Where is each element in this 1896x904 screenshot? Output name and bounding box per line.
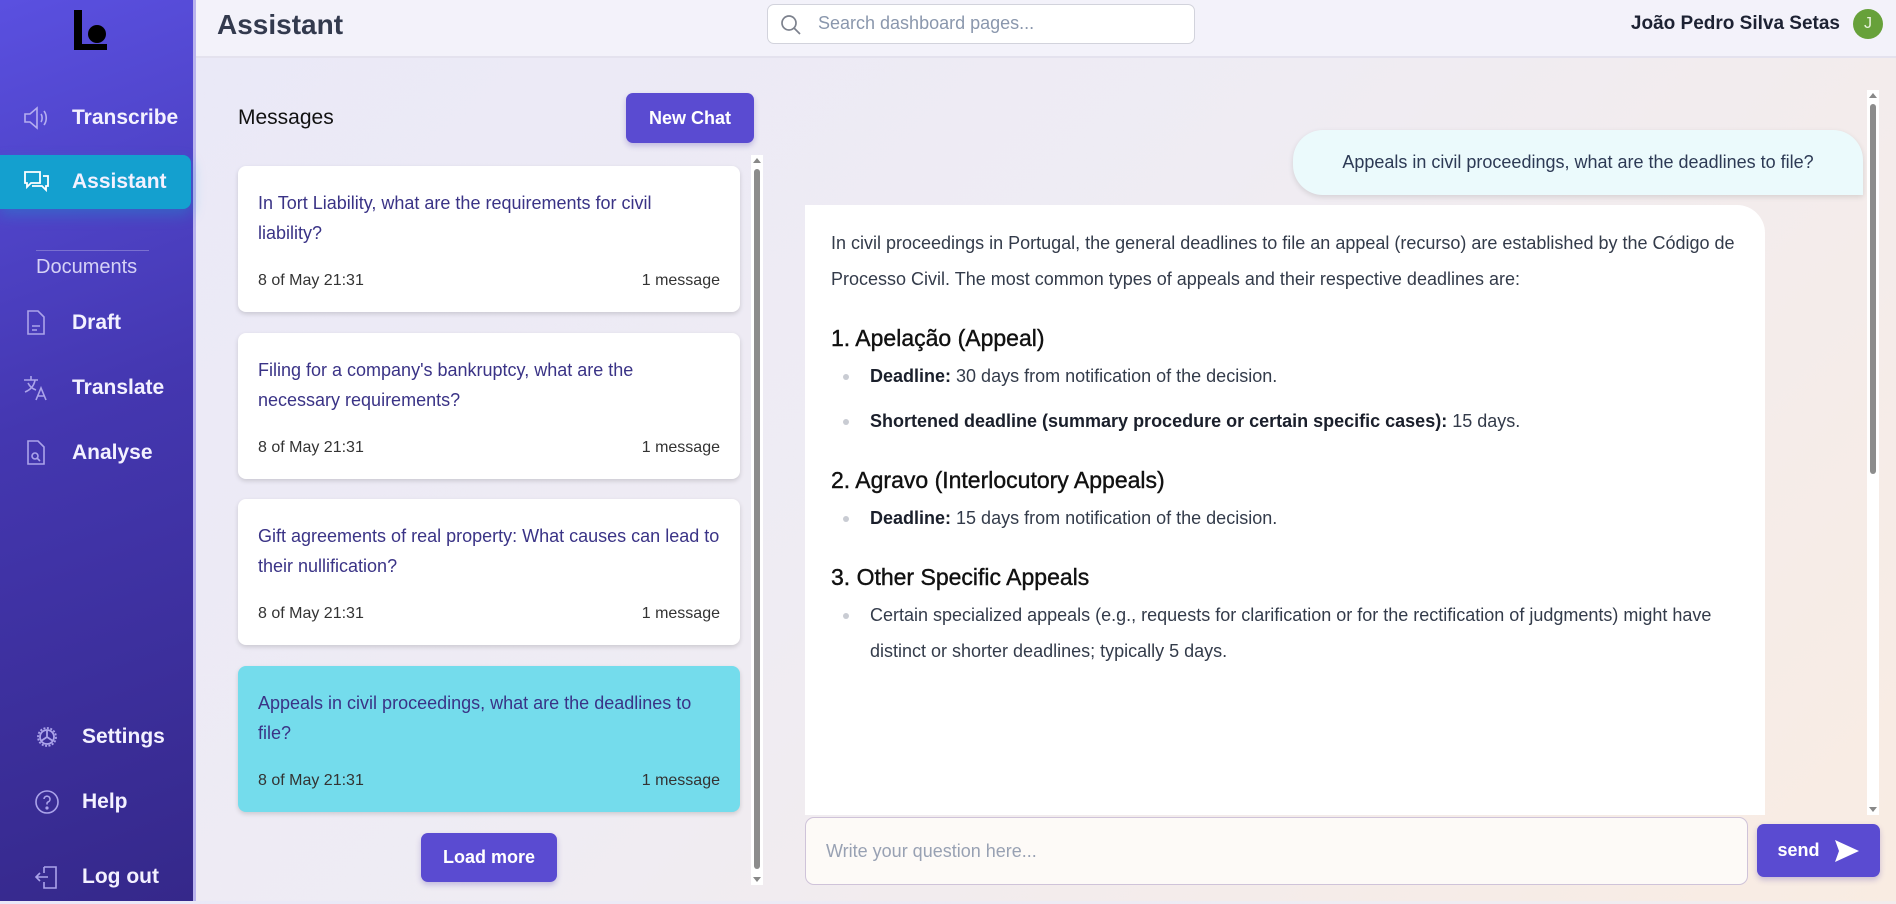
scrollbar-thumb[interactable] bbox=[754, 169, 760, 869]
send-icon bbox=[1834, 839, 1859, 862]
answer-intro: In civil proceedings in Portugal, the ge… bbox=[831, 233, 1735, 289]
answer-list: Deadline: 30 days from notification of t… bbox=[831, 358, 1739, 439]
send-label: send bbox=[1777, 840, 1820, 860]
sidebar-item-label: Translate bbox=[72, 376, 165, 399]
conversation-card[interactable]: Gift agreements of real property: What c… bbox=[238, 499, 740, 645]
send-button[interactable]: send bbox=[1757, 824, 1880, 877]
conversation-count: 1 message bbox=[641, 439, 720, 456]
bullet-label: Shortened deadline (summary procedure or… bbox=[870, 411, 1448, 431]
sidebar-item-help[interactable]: Help bbox=[0, 775, 191, 829]
conversation-question: Appeals in civil proceedings, what are t… bbox=[258, 693, 692, 743]
answer-bullet: Deadline: 30 days from notification of t… bbox=[843, 358, 1739, 394]
conversation-question: In Tort Liability, what are the requirem… bbox=[258, 193, 652, 243]
question-input[interactable] bbox=[805, 817, 1748, 885]
app-logo[interactable] bbox=[74, 10, 110, 52]
translate-icon bbox=[22, 374, 50, 402]
sidebar-item-label: Log out bbox=[82, 865, 159, 888]
sidebar-item-logout[interactable]: Log out bbox=[0, 850, 191, 904]
help-circle-icon bbox=[33, 788, 61, 816]
top-header: Assistant João Pedro Silva Setas J bbox=[196, 0, 1896, 58]
conversation-card[interactable]: Filing for a company's bankruptcy, what … bbox=[238, 333, 740, 479]
scrollbar-thumb[interactable] bbox=[1870, 104, 1876, 474]
chat-scrollbar[interactable] bbox=[1867, 90, 1879, 815]
sidebar-item-transcribe[interactable]: Transcribe bbox=[0, 91, 191, 145]
conversation-date: 8 of May 21:31 bbox=[258, 605, 364, 622]
conversation-count: 1 message bbox=[641, 272, 720, 289]
conversation-count: 1 message bbox=[641, 772, 720, 789]
sidebar-divider bbox=[36, 250, 149, 251]
answer-bullet: Deadline: 15 days from notification of t… bbox=[843, 500, 1739, 536]
avatar[interactable]: J bbox=[1853, 9, 1883, 39]
bullet-text: 15 days. bbox=[1447, 411, 1521, 431]
answer-bullet: Shortened deadline (summary procedure or… bbox=[843, 403, 1739, 439]
answer-heading: 3. Other Specific Appeals bbox=[831, 564, 1090, 590]
answer-list: Deadline: 15 days from notification of t… bbox=[831, 500, 1739, 536]
search-box[interactable] bbox=[767, 4, 1195, 44]
page-title: Assistant bbox=[217, 9, 344, 40]
speaker-icon bbox=[22, 104, 50, 132]
conversation-count: 1 message bbox=[641, 605, 720, 622]
documents-section-label: Documents bbox=[36, 256, 138, 278]
user-name[interactable]: João Pedro Silva Setas bbox=[1630, 13, 1840, 34]
messages-scrollbar[interactable] bbox=[751, 155, 763, 885]
sidebar-item-assistant[interactable]: Assistant bbox=[0, 155, 191, 209]
sidebar-item-label: Help bbox=[82, 790, 128, 813]
conversation-date: 8 of May 21:31 bbox=[258, 272, 364, 289]
sidebar-item-draft[interactable]: Draft bbox=[0, 296, 191, 350]
conversation-date: 8 of May 21:31 bbox=[258, 772, 364, 789]
gear-icon bbox=[33, 723, 61, 751]
document-search-icon bbox=[22, 439, 50, 467]
logout-icon bbox=[33, 863, 61, 891]
messages-title: Messages bbox=[238, 106, 334, 129]
scroll-up-arrow[interactable] bbox=[1869, 93, 1877, 98]
answer-heading: 1. Apelação (Appeal) bbox=[831, 325, 1045, 351]
load-more-button[interactable]: Load more bbox=[421, 833, 557, 882]
answer-bullet: Certain specialized appeals (e.g., reque… bbox=[843, 597, 1739, 669]
sidebar-item-label: Settings bbox=[82, 725, 165, 748]
bullet-text: 30 days from notification of the decisio… bbox=[951, 366, 1278, 386]
chat-bubbles-icon bbox=[22, 168, 50, 196]
conversation-question: Gift agreements of real property: What c… bbox=[258, 526, 720, 576]
new-chat-button[interactable]: New Chat bbox=[626, 93, 754, 143]
search-input[interactable] bbox=[818, 13, 1178, 34]
sidebar-item-analyse[interactable]: Analyse bbox=[0, 426, 191, 480]
conversation-question: Filing for a company's bankruptcy, what … bbox=[258, 360, 634, 410]
sidebar-item-label: Draft bbox=[72, 311, 122, 334]
scroll-down-arrow[interactable] bbox=[1869, 807, 1877, 812]
assistant-message-bubble: In civil proceedings in Portugal, the ge… bbox=[805, 205, 1765, 815]
scroll-up-arrow[interactable] bbox=[753, 158, 761, 163]
sidebar-item-label: Transcribe bbox=[72, 106, 179, 129]
bullet-label: Deadline: bbox=[870, 508, 952, 528]
scroll-down-arrow[interactable] bbox=[753, 877, 761, 882]
sidebar-item-label: Analyse bbox=[72, 441, 153, 464]
answer-heading: 2. Agravo (Interlocutory Appeals) bbox=[831, 467, 1165, 493]
sidebar-item-label: Assistant bbox=[72, 170, 167, 193]
answer-list: Certain specialized appeals (e.g., reque… bbox=[831, 597, 1739, 669]
bullet-text: Certain specialized appeals (e.g., reque… bbox=[870, 605, 1712, 661]
conversation-card-selected[interactable]: Appeals in civil proceedings, what are t… bbox=[238, 666, 740, 812]
sidebar-item-settings[interactable]: Settings bbox=[0, 710, 191, 764]
user-message-bubble: Appeals in civil proceedings, what are t… bbox=[1293, 130, 1863, 195]
bullet-label: Deadline: bbox=[870, 366, 952, 386]
conversation-card[interactable]: In Tort Liability, what are the requirem… bbox=[238, 166, 740, 312]
search-icon bbox=[781, 15, 801, 35]
bullet-text: 15 days from notification of the decisio… bbox=[951, 508, 1278, 528]
sidebar: Transcribe Assistant Documents Draft Tra… bbox=[0, 0, 196, 901]
sidebar-item-translate[interactable]: Translate bbox=[0, 361, 191, 415]
conversation-date: 8 of May 21:31 bbox=[258, 439, 364, 456]
document-icon bbox=[22, 309, 50, 337]
